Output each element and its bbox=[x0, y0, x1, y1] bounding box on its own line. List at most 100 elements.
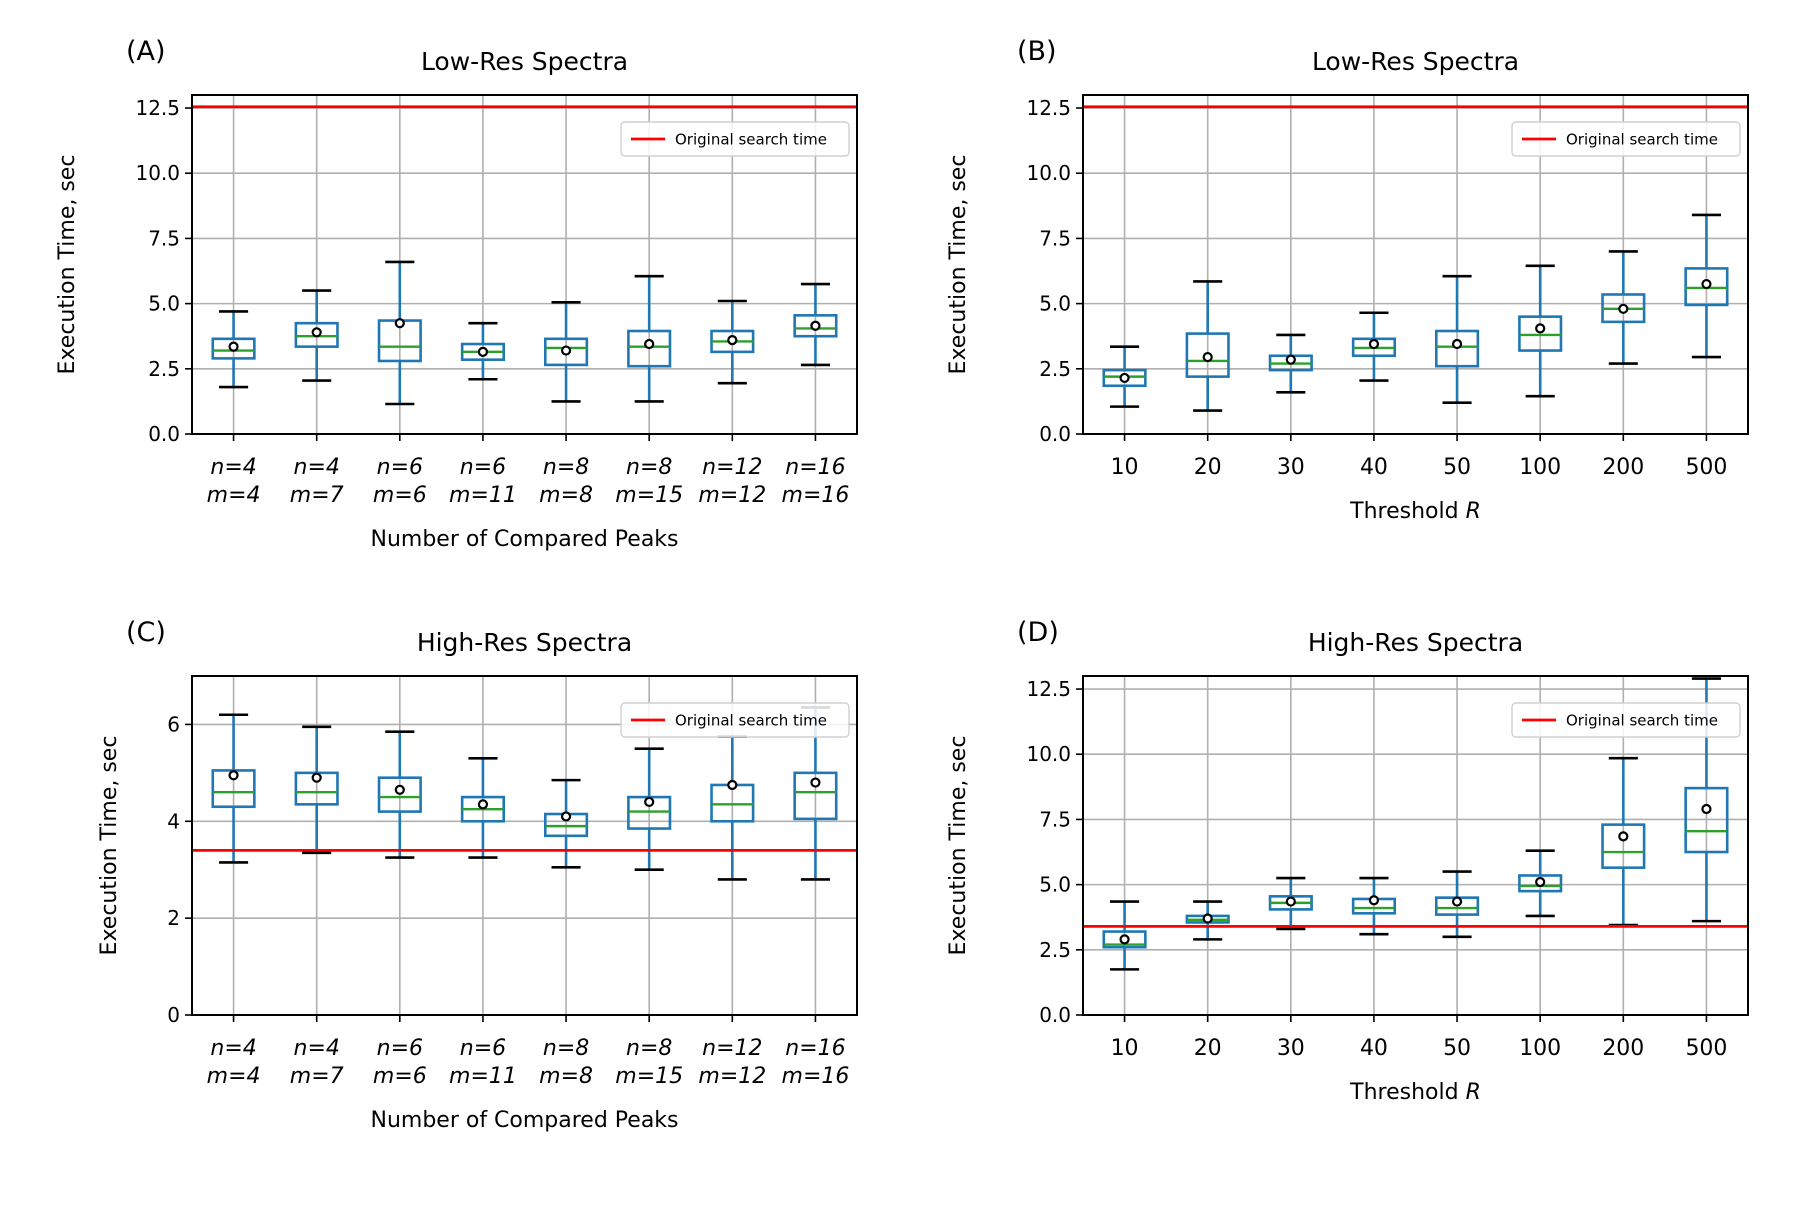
axes-frame bbox=[1082, 94, 1749, 435]
legend-box bbox=[620, 121, 850, 157]
legend-label: Original search time bbox=[675, 712, 827, 730]
axes-frame bbox=[191, 94, 858, 435]
x-tick-label: n=8 bbox=[626, 455, 672, 480]
mean-marker bbox=[1451, 896, 1463, 907]
box-3 bbox=[1268, 333, 1313, 394]
x-tick-label: m=11 bbox=[449, 483, 517, 508]
y-tick-label: 0 bbox=[167, 1003, 180, 1027]
axes-frame bbox=[191, 675, 858, 1016]
x-tick-label: m=12 bbox=[698, 483, 766, 508]
box-4 bbox=[1351, 311, 1397, 382]
mean-marker bbox=[228, 341, 239, 352]
mean-marker bbox=[1701, 803, 1712, 815]
box-2 bbox=[294, 725, 339, 855]
x-tick-label: m=16 bbox=[782, 1064, 850, 1089]
x-tick-label: 40 bbox=[1360, 455, 1388, 480]
mean-marker bbox=[477, 346, 489, 357]
mean-marker bbox=[394, 784, 405, 795]
box-iqr bbox=[543, 337, 589, 367]
legend-box bbox=[620, 702, 850, 738]
x-tick-label: n=6 bbox=[377, 1036, 423, 1061]
box-5 bbox=[1434, 274, 1480, 405]
x-tick-label: 10 bbox=[1111, 1036, 1139, 1061]
mean-marker bbox=[1451, 338, 1463, 350]
chart-panel-3: 0 2 4 6 n=4 m=4 n=4 m=7 n=6 m=6 n=6 m=11 n=8 m=8 n=8 m=… bbox=[97, 617, 858, 1133]
legend-label: Original search time bbox=[1566, 131, 1718, 149]
mean-marker bbox=[1285, 354, 1296, 365]
box-iqr bbox=[211, 337, 256, 360]
plot-area bbox=[1083, 677, 1748, 971]
x-tick-label: m=8 bbox=[539, 483, 593, 508]
box-3 bbox=[377, 730, 422, 859]
box-iqr bbox=[377, 776, 422, 813]
y-tick-label: 4 bbox=[167, 809, 180, 833]
chart-panel-1: 0.0 2.5 5.0 7.5 10.0 12.5 n=4 m=4 n=4 m=7 n=6 m=6 n=… bbox=[55, 36, 858, 552]
legend: Original search time bbox=[1511, 121, 1741, 157]
x-tick-label: n=8 bbox=[543, 455, 589, 480]
x-tick-label: 30 bbox=[1277, 455, 1305, 480]
mean-marker bbox=[1618, 831, 1629, 842]
y-tick-label: 10.0 bbox=[1026, 161, 1071, 185]
chart-panel-4: 0.0 2.5 5.0 7.5 10.0 12.5 10 20 30 40 50 100 200 500 T… bbox=[946, 617, 1749, 1105]
x-tick-label: n=6 bbox=[460, 455, 506, 480]
x-tick-label: 40 bbox=[1360, 1036, 1388, 1061]
x-tick-label: m=4 bbox=[207, 483, 261, 508]
legend-box bbox=[1511, 121, 1741, 157]
mean-marker bbox=[810, 777, 821, 788]
x-tick-label: 100 bbox=[1519, 455, 1561, 480]
y-tick-label: 12.5 bbox=[1026, 96, 1071, 120]
box-iqr bbox=[793, 771, 838, 821]
x-tick-label: 500 bbox=[1685, 455, 1727, 480]
box-7 bbox=[1601, 250, 1646, 365]
x-tick-label: m=15 bbox=[615, 1064, 683, 1089]
x-tick-label: 50 bbox=[1443, 1036, 1471, 1061]
mean-marker bbox=[228, 770, 239, 781]
x-tick-label: m=12 bbox=[698, 1064, 766, 1089]
mean-marker bbox=[560, 811, 572, 822]
y-tick-label: 0.0 bbox=[148, 422, 180, 446]
plot-area bbox=[192, 105, 857, 406]
box-6 bbox=[627, 747, 672, 872]
x-tick-label: 200 bbox=[1602, 1036, 1644, 1061]
box-iqr bbox=[294, 321, 339, 348]
box-iqr bbox=[1518, 315, 1563, 352]
x-tick-label: 200 bbox=[1602, 455, 1644, 480]
mean-marker bbox=[1368, 338, 1380, 350]
mean-marker bbox=[1368, 895, 1380, 906]
box-iqr bbox=[1684, 267, 1729, 307]
panel-label: (C) bbox=[126, 617, 166, 648]
mean-marker bbox=[1535, 323, 1546, 334]
x-tick-label: 10 bbox=[1111, 455, 1139, 480]
mean-marker bbox=[1119, 372, 1130, 384]
y-tick-label: 7.5 bbox=[1039, 807, 1071, 831]
x-tick-label: 30 bbox=[1277, 1036, 1305, 1061]
x-axis-label: Number of Compared Peaks bbox=[370, 1108, 678, 1133]
legend-box bbox=[1511, 702, 1741, 738]
x-tick-label: n=12 bbox=[702, 455, 762, 480]
chart-title: Low-Res Spectra bbox=[421, 47, 628, 76]
mean-marker bbox=[810, 320, 821, 331]
mean-marker bbox=[477, 799, 489, 810]
chart-title: High-Res Spectra bbox=[417, 628, 632, 657]
mean-marker bbox=[727, 335, 738, 346]
x-axis-label-text: Number of Compared Peaks bbox=[370, 527, 678, 552]
mean-marker bbox=[1618, 303, 1629, 314]
y-axis-label: Execution Time, sec bbox=[946, 736, 971, 956]
x-axis-label: Threshold R bbox=[1349, 499, 1481, 524]
mean-marker bbox=[644, 338, 655, 350]
panel-label: (D) bbox=[1017, 617, 1059, 648]
x-axis-label-variable: R bbox=[1466, 1080, 1481, 1105]
mean-marker bbox=[644, 796, 655, 808]
y-tick-label: 2 bbox=[167, 906, 180, 930]
x-tick-label: n=4 bbox=[293, 1036, 339, 1061]
x-axis-label: Number of Compared Peaks bbox=[370, 527, 678, 552]
x-tick-label: m=11 bbox=[449, 1064, 517, 1089]
x-axis-label-text: Threshold bbox=[1349, 1080, 1465, 1105]
box-iqr bbox=[1185, 332, 1230, 378]
mean-marker bbox=[1119, 934, 1130, 945]
mean-marker bbox=[727, 779, 738, 791]
box-iqr bbox=[1102, 368, 1147, 388]
y-tick-label: 6 bbox=[167, 712, 180, 736]
x-axis-label: Threshold R bbox=[1349, 1080, 1481, 1105]
box-4 bbox=[460, 757, 506, 859]
